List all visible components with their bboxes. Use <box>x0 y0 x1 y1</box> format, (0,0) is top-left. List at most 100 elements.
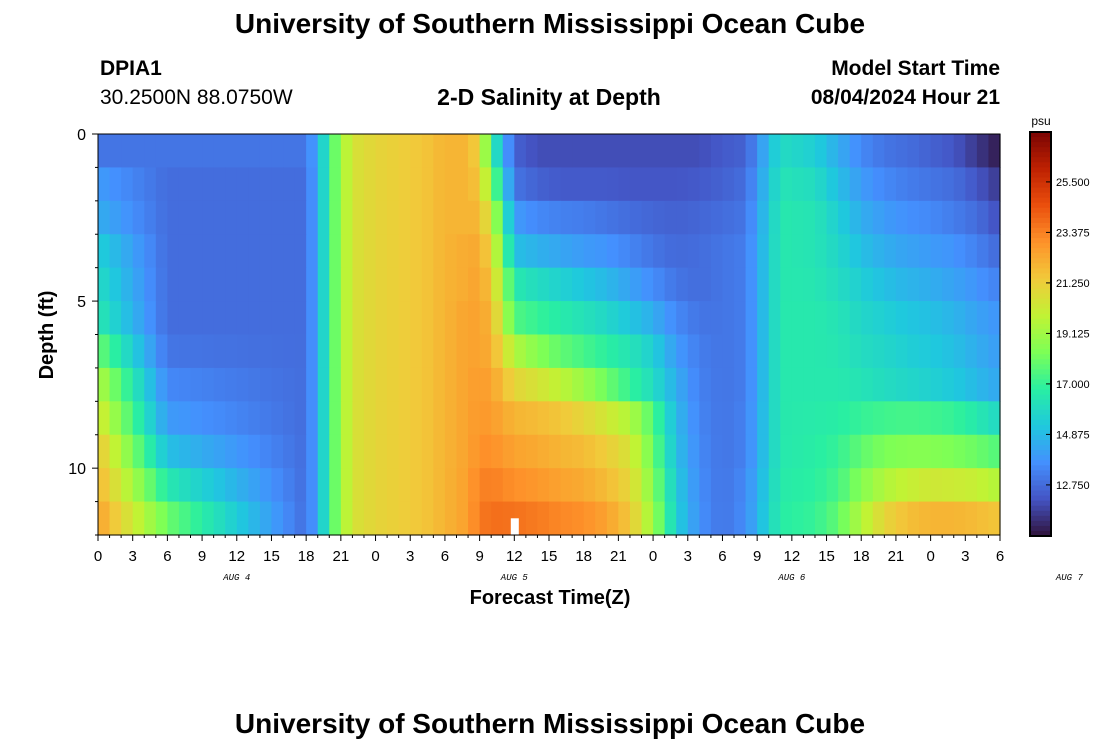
heatmap-cell <box>629 200 643 235</box>
heatmap-cell <box>988 468 1001 503</box>
colorbar-segment <box>1030 515 1051 522</box>
heatmap-cell <box>722 468 735 503</box>
heatmap-cell <box>560 234 573 269</box>
heatmap-cell <box>387 267 400 302</box>
heatmap-cell <box>375 267 388 302</box>
station-id: DPIA1 <box>100 57 162 80</box>
heatmap-cell <box>98 200 111 235</box>
heatmap-cell <box>653 334 666 369</box>
heatmap-cell <box>745 200 758 235</box>
heatmap-cell <box>988 434 1001 469</box>
heatmap-cell <box>734 134 747 169</box>
heatmap-cell <box>283 200 296 235</box>
heatmap-cell <box>768 434 781 469</box>
heatmap-cell <box>225 367 238 402</box>
heatmap-cell <box>826 468 839 503</box>
heatmap-cell <box>144 200 157 235</box>
heatmap-cell <box>687 468 700 503</box>
colorbar-tick-label: 23.375 <box>1056 227 1090 239</box>
heatmap-cell <box>167 334 180 369</box>
heatmap-cell <box>352 167 365 202</box>
heatmap-cell <box>410 367 423 402</box>
heatmap-cell <box>236 200 249 235</box>
heatmap-cell <box>884 234 897 269</box>
colorbar-segment <box>1030 182 1051 189</box>
heatmap-cell <box>98 367 111 402</box>
heatmap-cell <box>433 200 446 235</box>
heatmap-cell <box>907 501 920 536</box>
heatmap-cell <box>363 234 377 269</box>
heatmap-cell <box>213 301 226 336</box>
heatmap-cell <box>710 468 724 503</box>
heatmap-cell <box>387 200 400 235</box>
heatmap-cell <box>491 267 504 302</box>
heatmap-cell <box>861 334 874 369</box>
heatmap-cell <box>271 267 284 302</box>
heatmap-cell <box>444 367 458 402</box>
heatmap-cell <box>583 434 596 469</box>
heatmap-cell <box>549 267 562 302</box>
heatmap-cell <box>919 334 932 369</box>
heatmap-cell <box>872 501 885 536</box>
heatmap-cell <box>178 200 192 235</box>
heatmap-cell <box>722 301 735 336</box>
heatmap-cell <box>398 167 411 202</box>
heatmap-cell <box>664 134 677 169</box>
heatmap-cell <box>618 367 631 402</box>
heatmap-cell <box>525 501 539 536</box>
heatmap-cell <box>468 267 481 302</box>
heatmap-cell <box>537 200 550 235</box>
heatmap-cell <box>155 334 168 369</box>
heatmap-cell <box>387 501 400 536</box>
heatmap-cell <box>479 134 492 169</box>
heatmap-cell <box>375 434 388 469</box>
heatmap-cell <box>352 200 365 235</box>
heatmap-cell <box>664 468 677 503</box>
heatmap-cell <box>826 301 839 336</box>
y-tick-label: 10 <box>68 461 86 478</box>
heatmap-cell <box>676 468 689 503</box>
heatmap-cell <box>502 167 515 202</box>
colorbar-segment <box>1030 197 1051 204</box>
heatmap-cell <box>757 468 770 503</box>
heatmap-cell <box>202 501 215 536</box>
heatmap-cell <box>710 434 724 469</box>
heatmap-cell <box>167 234 180 269</box>
heatmap-cell <box>525 334 539 369</box>
heatmap-cell <box>722 367 735 402</box>
x-axis: 0 3 6 9 12 15 18 21 0 3 6 9 12 15 18 21 0 3 6 9 12 15 18 21 0 3 6 A… <box>94 535 1083 583</box>
heatmap-cell <box>202 234 215 269</box>
heatmap-cell <box>676 167 689 202</box>
heatmap-cell <box>780 434 793 469</box>
y-tick-label: 0 <box>77 127 86 144</box>
heatmap-cell <box>942 167 955 202</box>
heatmap-cell <box>572 434 585 469</box>
heatmap-cell <box>826 401 839 436</box>
heatmap-cell <box>814 401 828 436</box>
heatmap-cell <box>768 167 781 202</box>
heatmap-cell <box>456 334 469 369</box>
colorbar-unit-label: psu <box>1031 114 1050 128</box>
colorbar-segment <box>1030 450 1051 456</box>
colorbar-segment <box>1030 369 1051 375</box>
heatmap-cell <box>653 367 666 402</box>
colorbar-tick-label: 21.250 <box>1056 278 1090 290</box>
y-tick-label: 5 <box>77 294 86 311</box>
colorbar-segment <box>1030 253 1051 259</box>
heatmap-cell <box>780 367 793 402</box>
colorbar-segment <box>1030 470 1051 476</box>
heatmap-cell <box>190 401 203 436</box>
heatmap-cell <box>248 401 261 436</box>
heatmap-cell <box>155 434 168 469</box>
heatmap-cell <box>190 267 203 302</box>
heatmap-cell <box>664 367 677 402</box>
colorbar-segment <box>1030 429 1051 436</box>
heatmap-cell <box>953 367 966 402</box>
heatmap-cell <box>618 401 631 436</box>
heatmap-cell <box>144 267 157 302</box>
heatmap-cell <box>387 134 400 169</box>
heatmap-cell <box>549 200 562 235</box>
heatmap-cell <box>780 234 793 269</box>
heatmap-cell <box>745 367 758 402</box>
colorbar-segment <box>1030 505 1051 512</box>
